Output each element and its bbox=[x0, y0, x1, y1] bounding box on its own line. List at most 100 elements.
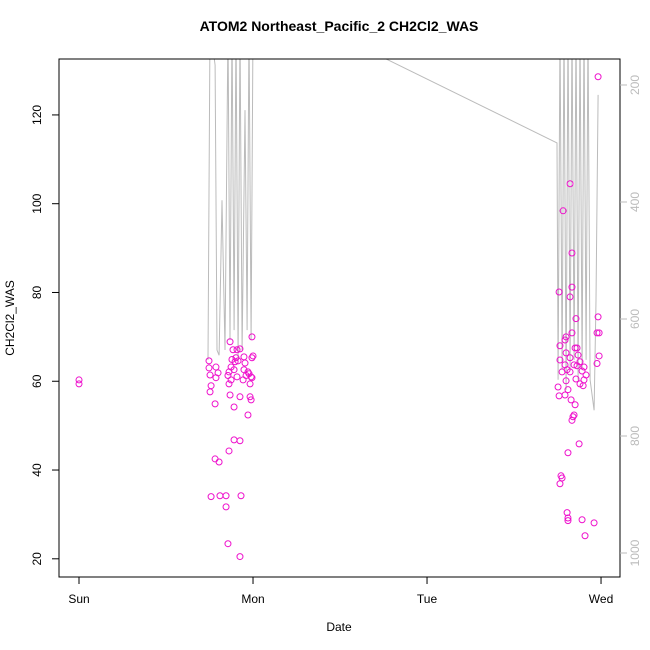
data-point bbox=[222, 492, 230, 500]
data-point bbox=[229, 346, 237, 354]
data-point bbox=[215, 458, 223, 466]
data-point bbox=[563, 509, 571, 517]
data-point bbox=[564, 517, 572, 525]
data-point bbox=[75, 376, 83, 384]
data-point bbox=[594, 313, 602, 321]
data-point bbox=[571, 344, 579, 352]
data-point bbox=[247, 396, 255, 404]
data-point bbox=[593, 329, 601, 337]
data-point bbox=[236, 345, 244, 353]
data-point bbox=[237, 492, 245, 500]
data-point bbox=[562, 349, 570, 357]
data-point bbox=[207, 493, 215, 501]
data-point bbox=[241, 359, 249, 367]
chart-title: ATOM2 Northeast_Pacific_2 CH2Cl2_WAS bbox=[200, 18, 479, 34]
data-point bbox=[225, 447, 233, 455]
y2-tick-label: 800 bbox=[628, 426, 642, 446]
data-point bbox=[556, 356, 564, 364]
y-tick-label: 40 bbox=[30, 463, 44, 477]
data-point bbox=[236, 553, 244, 561]
data-point bbox=[249, 352, 257, 360]
data-point bbox=[572, 375, 580, 383]
data-point bbox=[232, 354, 240, 362]
data-point bbox=[248, 333, 256, 341]
data-point bbox=[559, 207, 567, 215]
data-point bbox=[226, 338, 234, 346]
data-point bbox=[595, 352, 603, 360]
data-point bbox=[205, 364, 213, 372]
y-axis-label: CH2Cl2_WAS bbox=[3, 280, 17, 356]
data-point bbox=[244, 411, 252, 419]
data-point bbox=[594, 73, 602, 81]
x-tick-label: Tue bbox=[417, 592, 438, 606]
data-point bbox=[230, 403, 238, 411]
y-tick-label: 80 bbox=[30, 285, 44, 299]
data-point bbox=[574, 351, 582, 359]
data-point bbox=[572, 315, 580, 323]
data-point bbox=[211, 400, 219, 408]
data-point bbox=[561, 391, 569, 399]
data-point bbox=[214, 369, 222, 377]
y2-tick-label: 200 bbox=[628, 75, 642, 95]
data-point bbox=[233, 373, 241, 381]
data-point bbox=[205, 357, 213, 365]
data-point bbox=[222, 503, 230, 511]
data-point bbox=[593, 359, 601, 367]
data-point bbox=[575, 440, 583, 448]
data-point bbox=[231, 358, 239, 366]
y-tick-label: 100 bbox=[30, 193, 44, 213]
data-point bbox=[246, 380, 254, 388]
data-point bbox=[566, 368, 574, 376]
data-point bbox=[230, 436, 238, 444]
data-point bbox=[236, 437, 244, 445]
data-point bbox=[566, 180, 574, 188]
data-point bbox=[244, 368, 252, 376]
data-point bbox=[578, 516, 586, 524]
data-point bbox=[562, 377, 570, 385]
data-point bbox=[225, 380, 233, 388]
plot-frame bbox=[58, 58, 621, 578]
data-point bbox=[75, 380, 83, 388]
data-point bbox=[580, 376, 588, 384]
data-point bbox=[564, 449, 572, 457]
data-point bbox=[556, 480, 564, 488]
data-point bbox=[248, 354, 256, 362]
y-tick-label: 120 bbox=[30, 105, 44, 125]
data-point bbox=[576, 358, 584, 366]
plot-area bbox=[75, 59, 603, 561]
data-point bbox=[566, 293, 574, 301]
data-point bbox=[571, 401, 579, 409]
data-point bbox=[216, 492, 224, 500]
data-point bbox=[564, 514, 572, 522]
data-point bbox=[568, 329, 576, 337]
data-point bbox=[554, 383, 562, 391]
data-point bbox=[581, 532, 589, 540]
data-point bbox=[230, 366, 238, 374]
data-point bbox=[570, 361, 578, 369]
data-point bbox=[224, 540, 232, 548]
data-point bbox=[207, 382, 215, 390]
data-point bbox=[233, 346, 241, 354]
data-point bbox=[226, 391, 234, 399]
pressure-line bbox=[207, 59, 599, 411]
data-point bbox=[580, 363, 588, 371]
data-point bbox=[206, 371, 214, 379]
data-point bbox=[246, 393, 254, 401]
data-point bbox=[239, 376, 247, 384]
data-point bbox=[566, 354, 574, 362]
data-point bbox=[573, 344, 581, 352]
data-point bbox=[211, 455, 219, 463]
data-point bbox=[567, 396, 575, 404]
y-tick-label: 20 bbox=[30, 552, 44, 566]
data-point bbox=[562, 333, 570, 341]
y2-tick-label: 600 bbox=[628, 309, 642, 329]
data-point bbox=[236, 393, 244, 401]
x-tick-label: Mon bbox=[241, 592, 264, 606]
data-point bbox=[558, 368, 566, 376]
data-point bbox=[595, 329, 603, 337]
data-point bbox=[224, 371, 232, 379]
data-point bbox=[555, 392, 563, 400]
y-tick-label: 60 bbox=[30, 374, 44, 388]
data-point bbox=[570, 411, 578, 419]
